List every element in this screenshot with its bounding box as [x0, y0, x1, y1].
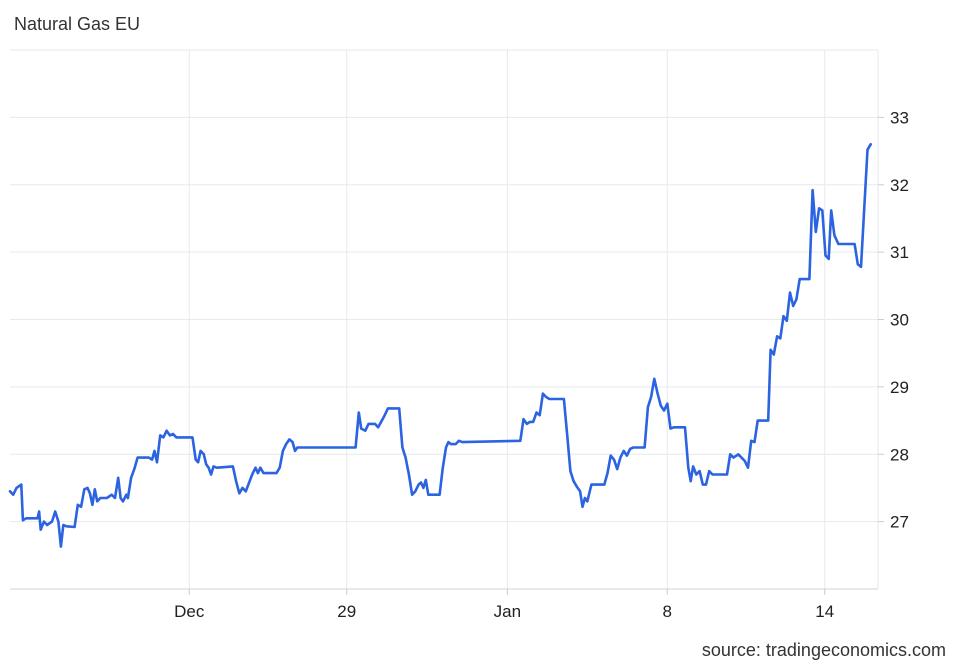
- series-line: [8, 143, 872, 548]
- source-credit: source: tradingeconomics.com: [701, 640, 946, 660]
- x-tick-label: Dec: [174, 602, 205, 621]
- x-axis-ticks: Dec 29 Jan 8 14: [174, 589, 834, 621]
- y-tick-label: 32: [890, 176, 909, 195]
- x-tick-label: 14: [815, 602, 834, 621]
- x-tick-label: 29: [337, 602, 356, 621]
- x-tick-label: Jan: [494, 602, 521, 621]
- y-tick-label: 33: [890, 108, 909, 127]
- chart-title: Natural Gas EU: [14, 14, 141, 34]
- x-tick-label: 8: [663, 602, 672, 621]
- grid-lines: [10, 49, 879, 590]
- y-tick-label: 30: [890, 311, 909, 330]
- y-tick-label: 29: [890, 378, 909, 397]
- y-axis-ticks: 27 28 29 30 31 32 33: [878, 108, 909, 532]
- y-tick-label: 28: [890, 445, 909, 464]
- y-tick-label: 27: [890, 513, 909, 532]
- y-tick-label: 31: [890, 243, 909, 262]
